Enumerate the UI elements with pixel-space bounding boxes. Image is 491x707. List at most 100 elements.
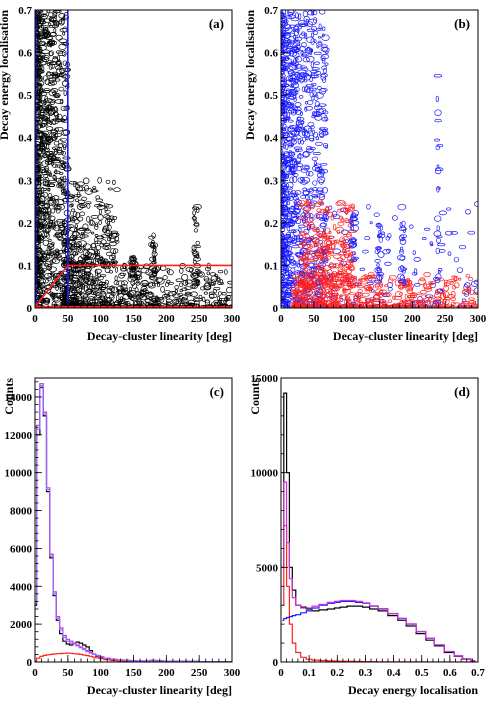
contour-mark xyxy=(296,27,300,34)
y-tick-label: 0.2 xyxy=(18,218,32,230)
panel-label: (c) xyxy=(210,384,224,399)
contour-mark xyxy=(309,91,314,98)
contour-mark xyxy=(361,292,370,297)
contour-mark xyxy=(316,27,323,31)
contour-mark xyxy=(295,12,299,19)
contour-mark xyxy=(48,219,54,224)
contour-mark xyxy=(281,103,283,109)
contour-mark xyxy=(334,274,343,278)
x-tick-label: 250 xyxy=(191,313,208,325)
contour-mark xyxy=(40,20,47,24)
contour-mark xyxy=(302,164,310,171)
contour-mark xyxy=(313,39,317,43)
contour-mark xyxy=(320,55,326,61)
contour-mark xyxy=(360,278,368,285)
contour-mark xyxy=(281,10,286,15)
contour-mark xyxy=(39,294,43,299)
contour-mark xyxy=(127,275,136,283)
contour-mark xyxy=(285,116,291,120)
contour-mark xyxy=(50,73,59,77)
contour-mark xyxy=(112,179,116,186)
contour-mark xyxy=(112,215,118,221)
contour-mark xyxy=(284,151,293,159)
contour-mark xyxy=(50,80,57,86)
contour-mark xyxy=(439,293,447,300)
contour-mark xyxy=(375,292,380,296)
contour-mark xyxy=(374,283,383,287)
contour-mark xyxy=(53,254,62,258)
contour-mark xyxy=(281,204,284,209)
contour-mark xyxy=(37,282,43,288)
contour-mark xyxy=(76,181,85,187)
contour-mark xyxy=(442,292,446,298)
contour-mark xyxy=(54,99,64,104)
contour-mark xyxy=(296,163,304,167)
contour-mark xyxy=(436,143,444,148)
contour-mark xyxy=(297,199,306,206)
contour-mark xyxy=(47,215,56,221)
contour-mark xyxy=(342,288,346,292)
contour-mark xyxy=(227,280,232,285)
contour-mark xyxy=(399,274,406,281)
contour-mark xyxy=(184,292,193,297)
contour-mark xyxy=(160,286,165,293)
contour-mark xyxy=(336,200,346,206)
contour-mark xyxy=(305,234,310,240)
contour-mark xyxy=(108,269,113,274)
contour-mark xyxy=(148,281,153,288)
contour-mark xyxy=(393,295,403,300)
contour-mark xyxy=(58,143,64,148)
x-tick-label: 0.2 xyxy=(330,667,344,679)
contour-mark xyxy=(319,257,328,261)
contour-mark xyxy=(82,177,90,185)
contour-mark xyxy=(316,298,325,303)
contour-mark xyxy=(55,34,63,41)
contour-mark xyxy=(62,26,68,33)
contour-mark xyxy=(399,249,404,255)
contour-mark xyxy=(446,207,452,211)
contour-mark xyxy=(412,250,416,255)
contour-mark xyxy=(39,214,47,220)
contour-mark xyxy=(295,201,301,207)
contour-mark xyxy=(97,273,101,279)
contour-mark xyxy=(140,267,150,274)
contour-mark xyxy=(196,253,200,260)
contour-mark xyxy=(314,274,321,280)
contour-mark xyxy=(406,288,413,294)
contour-mark xyxy=(181,287,188,292)
contour-mark xyxy=(42,32,50,39)
contour-mark xyxy=(281,302,285,307)
contour-mark xyxy=(339,260,344,265)
contour-mark xyxy=(53,94,59,98)
contour-mark xyxy=(194,269,201,273)
contour-mark xyxy=(320,87,328,92)
contour-mark xyxy=(175,278,184,282)
contour-mark xyxy=(73,194,82,197)
y-tick-label: 12000 xyxy=(5,430,33,442)
contour-mark xyxy=(75,186,84,192)
contour-mark xyxy=(62,297,67,301)
contour-mark xyxy=(350,305,355,308)
contour-mark xyxy=(82,245,86,251)
contour-mark xyxy=(294,56,303,63)
contour-mark xyxy=(348,264,355,270)
contour-mark xyxy=(120,280,128,286)
y-tick-label: 0 xyxy=(273,303,279,315)
contour-mark xyxy=(221,292,227,296)
contour-mark xyxy=(305,213,309,217)
contour-mark xyxy=(284,162,291,168)
contour-mark xyxy=(87,288,92,292)
contour-mark xyxy=(367,271,375,278)
contour-mark xyxy=(438,210,447,216)
contour-mark xyxy=(328,273,332,278)
contour-mark xyxy=(285,289,292,293)
contour-mark xyxy=(46,243,55,248)
y-tick-label: 0.7 xyxy=(264,5,278,17)
contour-mark xyxy=(151,232,156,239)
contour-mark xyxy=(464,305,472,308)
x-tick-label: 250 xyxy=(437,313,454,325)
contour-mark xyxy=(317,244,322,251)
contour-mark xyxy=(185,280,188,285)
contour-mark xyxy=(91,189,97,193)
contour-mark xyxy=(194,221,200,228)
